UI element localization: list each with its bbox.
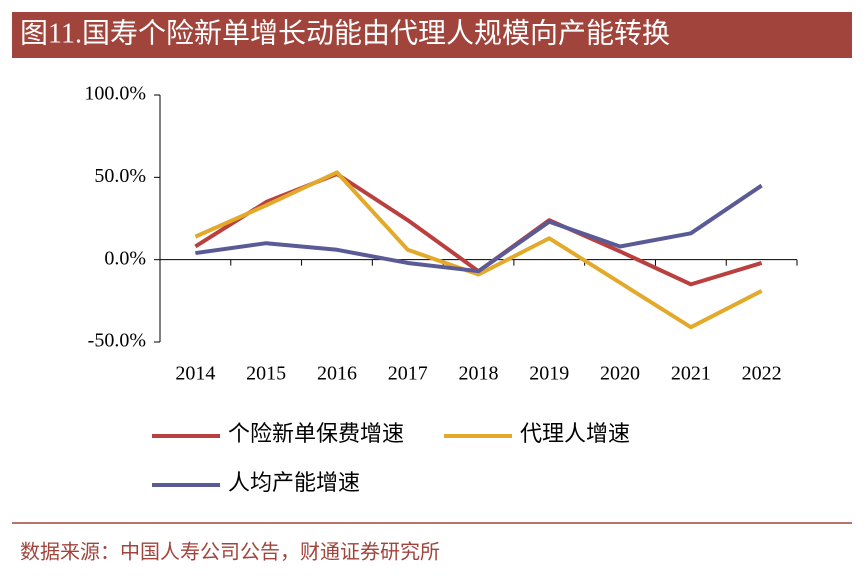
x-tick-label: 2014 <box>175 363 215 385</box>
source-note: 数据来源：中国人寿公司公告，财通证券研究所 <box>20 541 440 564</box>
series-line <box>195 183 763 274</box>
series-line <box>194 172 763 287</box>
y-tick-label: 0.0% <box>104 247 146 269</box>
x-tick-label: 2022 <box>742 363 782 385</box>
y-tick-label: -50.0% <box>88 330 146 352</box>
x-tick-label: 2015 <box>246 363 286 385</box>
title-bar <box>12 12 852 58</box>
legend-label: 个险新单保费增速 <box>228 421 404 446</box>
x-tick-label: 2018 <box>459 363 499 385</box>
x-tick-label: 2020 <box>600 363 640 385</box>
x-tick-label: 2021 <box>671 363 711 385</box>
legend-label: 人均产能增速 <box>228 470 360 495</box>
y-tick-label: 50.0% <box>94 165 146 187</box>
x-tick-label: 2016 <box>317 363 357 385</box>
series-line <box>194 170 763 330</box>
y-tick-label: 100.0% <box>84 83 146 105</box>
chart-title: 图11.国寿个险新单增长动能由代理人规模向产能转换 <box>20 17 670 49</box>
x-tick-label: 2017 <box>388 363 428 385</box>
x-tick-label: 2019 <box>529 363 569 385</box>
legend-label: 代理人增速 <box>520 421 630 446</box>
